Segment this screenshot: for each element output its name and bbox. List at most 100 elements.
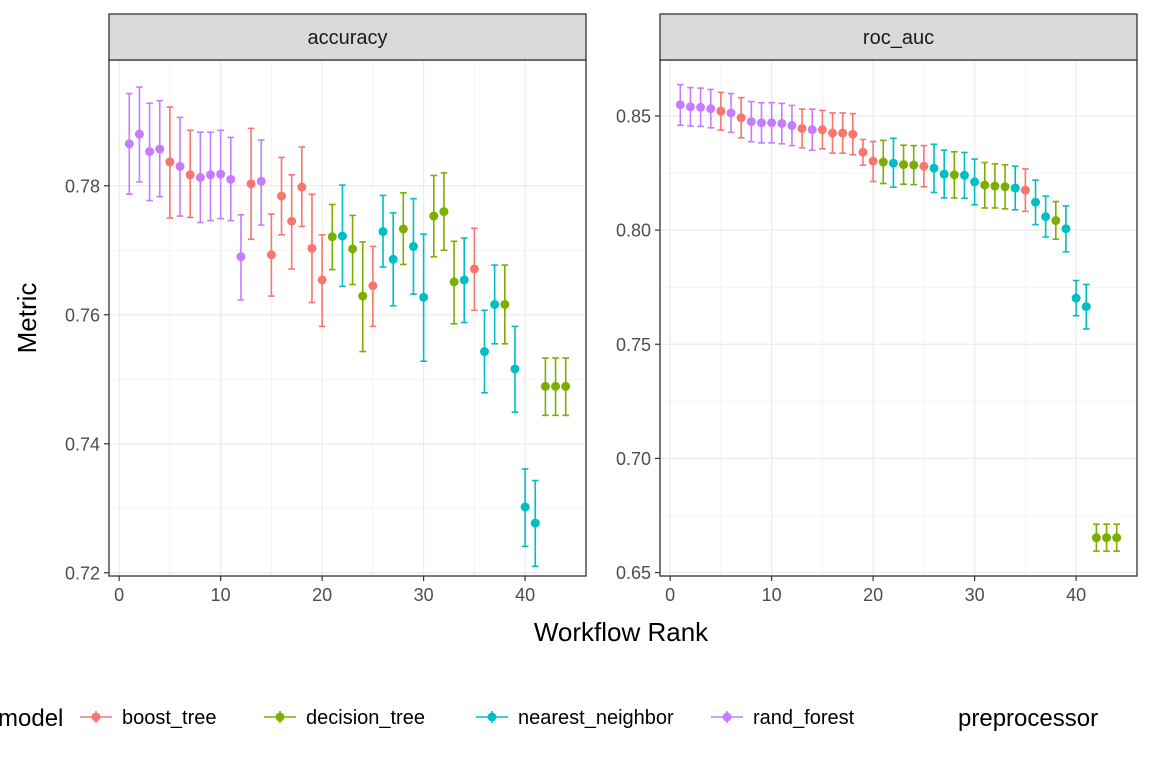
data-point-nearest_neighbor xyxy=(490,264,500,345)
data-point-boost_tree xyxy=(1020,168,1030,213)
point-marker xyxy=(797,123,807,133)
legend-label: nearest_neighbor xyxy=(518,707,674,729)
x-tick-label: 20 xyxy=(312,585,332,605)
point-marker xyxy=(706,104,716,114)
data-point-boost_tree xyxy=(287,174,297,270)
point-marker xyxy=(266,250,276,260)
point-marker xyxy=(469,264,479,274)
point-marker xyxy=(909,160,919,170)
panel-accuracy: accuracy 0 10 20 30 40 0.72 0.74 0.76 0.78 xyxy=(65,13,587,605)
point-marker xyxy=(1071,293,1081,303)
point-marker xyxy=(287,216,297,226)
point-marker xyxy=(868,156,878,166)
data-point-boost_tree xyxy=(858,138,868,167)
point-marker xyxy=(1081,302,1091,312)
data-point-boost_tree xyxy=(868,140,878,183)
point-marker xyxy=(480,347,490,357)
strip-background xyxy=(659,13,1138,61)
point-marker xyxy=(888,158,898,168)
x-tick-label: 40 xyxy=(1066,585,1086,605)
point-marker xyxy=(510,364,520,374)
data-point-nearest_neighbor xyxy=(888,137,898,188)
point-marker xyxy=(1091,533,1101,543)
x-tick-label: 40 xyxy=(515,585,535,605)
data-point-boost_tree xyxy=(817,109,827,150)
data-point-boost_tree xyxy=(469,227,479,312)
point-marker xyxy=(358,291,368,301)
legend-item-rand_forest: rand_forest xyxy=(711,707,855,729)
y-tick-label: 0.80 xyxy=(616,221,651,241)
point-marker xyxy=(195,172,205,182)
data-point-rand_forest xyxy=(807,108,817,151)
legend-item-nearest_neighbor: nearest_neighbor xyxy=(476,707,674,729)
y-axis-title: Metric xyxy=(12,283,42,354)
point-marker xyxy=(429,211,439,221)
data-point-rand_forest xyxy=(767,101,777,144)
point-marker xyxy=(155,144,165,154)
legend-label: rand_forest xyxy=(753,707,855,729)
legend-key-point xyxy=(487,712,497,722)
point-marker xyxy=(736,113,746,123)
point-marker xyxy=(307,243,317,253)
data-point-decision_tree xyxy=(1112,523,1122,552)
data-point-boost_tree xyxy=(919,144,929,188)
legend-key-point xyxy=(275,712,285,722)
point-marker xyxy=(899,160,909,170)
data-point-rand_forest xyxy=(124,92,134,195)
point-marker xyxy=(378,227,388,237)
point-marker xyxy=(408,241,418,251)
point-marker xyxy=(388,254,398,264)
panels: accuracy 0 10 20 30 40 0.72 0.74 0.76 0.78 roc_auc… xyxy=(65,13,1138,605)
data-point-boost_tree xyxy=(297,146,307,228)
data-point-nearest_neighbor xyxy=(520,468,530,548)
data-point-decision_tree xyxy=(980,161,990,209)
point-marker xyxy=(449,277,459,287)
point-marker xyxy=(1000,182,1010,192)
data-point-nearest_neighbor xyxy=(378,194,388,268)
point-marker xyxy=(205,170,215,180)
data-point-boost_tree xyxy=(317,233,327,328)
legend-key-point xyxy=(722,712,732,722)
data-point-decision_tree xyxy=(1000,163,1010,210)
point-marker xyxy=(959,170,969,180)
data-point-decision_tree xyxy=(449,240,459,325)
data-point-decision_tree xyxy=(540,357,550,417)
data-point-rand_forest xyxy=(205,131,215,222)
panel-roc_auc: roc_auc 0 10 20 30 40 0.65 0.70 0.75 0.80 0.85 xyxy=(616,13,1138,605)
point-marker xyxy=(185,170,195,180)
data-point-decision_tree xyxy=(1091,523,1101,552)
legend-label: decision_tree xyxy=(306,707,425,729)
legend-item-decision_tree: decision_tree xyxy=(264,707,425,729)
point-marker xyxy=(317,275,327,285)
data-point-rand_forest xyxy=(696,87,706,128)
y-tick-label: 0.75 xyxy=(616,335,651,355)
point-marker xyxy=(175,161,185,171)
data-point-decision_tree xyxy=(429,174,439,258)
data-point-nearest_neighbor xyxy=(419,233,429,363)
data-point-rand_forest xyxy=(175,116,185,217)
point-marker xyxy=(939,169,949,179)
data-point-decision_tree xyxy=(500,264,510,345)
data-point-rand_forest xyxy=(756,101,766,144)
data-point-boost_tree xyxy=(185,129,195,219)
point-marker xyxy=(348,244,358,254)
y-tick-label: 0.78 xyxy=(65,176,100,196)
data-point-decision_tree xyxy=(909,144,919,186)
data-point-boost_tree xyxy=(246,127,256,241)
point-marker xyxy=(327,232,337,242)
data-point-rand_forest xyxy=(685,86,695,127)
data-point-rand_forest xyxy=(675,83,685,127)
data-point-nearest_neighbor xyxy=(939,149,949,199)
point-marker xyxy=(419,292,429,302)
y-tick-label: 0.70 xyxy=(616,449,651,469)
point-marker xyxy=(540,381,550,391)
point-marker xyxy=(368,281,378,291)
point-marker xyxy=(236,252,246,262)
data-point-nearest_neighbor xyxy=(388,212,398,307)
data-point-rand_forest xyxy=(145,102,155,202)
point-marker xyxy=(675,100,685,110)
x-tick-label: 30 xyxy=(965,585,985,605)
point-marker xyxy=(817,125,827,135)
legend-title: model xyxy=(0,705,63,732)
point-marker xyxy=(807,125,817,135)
